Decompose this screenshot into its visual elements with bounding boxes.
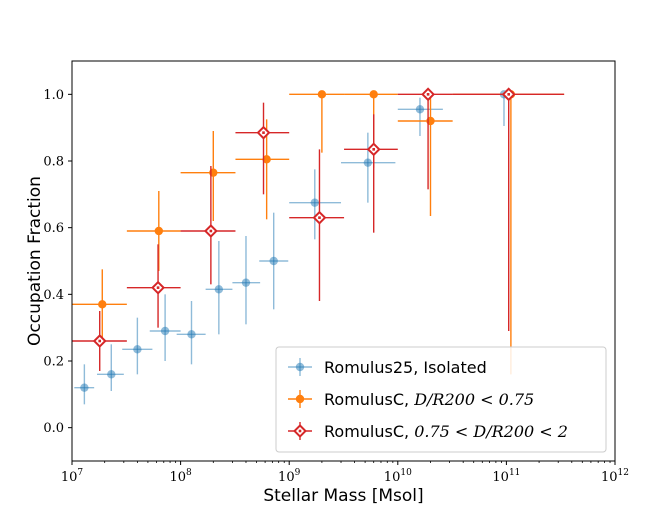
data-point: [149, 294, 181, 361]
legend-entry: Romulus25, Isolated: [288, 358, 487, 377]
data-point: [289, 169, 342, 240]
y-tick-label: 0.4: [43, 288, 64, 303]
legend-entry: RomulusC, 0.75 < D/R200 < 2: [288, 422, 568, 441]
legend-entry: RomulusC, D/R200 < 0.75: [288, 390, 534, 409]
x-tick-base: 10: [61, 470, 78, 485]
y-tick-label: 0.8: [43, 155, 64, 170]
data-point-marker: [154, 226, 164, 236]
data-point: [176, 301, 206, 365]
series-romulusc-0-75-d-r200-2: [72, 87, 565, 371]
data-point-marker: [310, 198, 319, 207]
y-tick-label: 0.2: [43, 355, 64, 370]
x-tick-exponent: 8: [186, 468, 192, 478]
plot-area: [72, 87, 565, 405]
data-point-marker: [80, 383, 89, 392]
data-point-center: [426, 93, 430, 96]
data-point: [259, 212, 289, 310]
legend: Romulus25, Isolated RomulusC, D/R200 < 0.…: [275, 346, 607, 453]
data-point: [452, 87, 565, 331]
x-tick-exponent: 11: [509, 468, 520, 478]
data-point: [72, 311, 127, 371]
x-tick-label: 1012: [601, 468, 629, 485]
plot-frame: [71, 60, 616, 462]
data-point-marker: [295, 394, 305, 404]
y-tick-label: 1.0: [43, 88, 64, 103]
x-tick-exponent: 12: [618, 468, 629, 478]
data-point: [344, 114, 398, 233]
x-tick-exponent: 9: [295, 468, 301, 478]
data-point-marker: [369, 90, 378, 99]
x-tick-label: 109: [278, 468, 301, 485]
data-point-center: [507, 93, 511, 96]
data-point: [205, 241, 233, 335]
data-point-center: [318, 216, 321, 219]
data-point: [126, 244, 181, 328]
y-tick-label: 0.0: [43, 421, 64, 436]
data-point: [72, 269, 127, 338]
data-point-marker: [214, 285, 224, 294]
data-point: [289, 90, 345, 153]
data-point: [126, 191, 181, 271]
series-romulus25-isolated: [74, 90, 509, 405]
legend-label: RomulusC, D/R200 < 0.75: [324, 390, 534, 409]
x-tick-base: 10: [601, 470, 618, 485]
data-point-center: [262, 131, 265, 134]
x-tick-base: 10: [278, 470, 295, 485]
x-tick-label: 108: [169, 468, 192, 485]
data-point: [97, 344, 124, 391]
data-point-marker: [317, 90, 327, 99]
legend-label-math: 0.75 < D/R200 < 2: [414, 422, 568, 441]
data-point-marker: [269, 256, 278, 266]
data-point-center: [98, 339, 102, 343]
legend-label-text: RomulusC,: [324, 422, 414, 441]
x-tick-exponent: 10: [400, 468, 412, 478]
y-axis-label: Occupation Fraction: [25, 176, 45, 346]
x-tick-base: 10: [169, 470, 186, 485]
legend-label-text: RomulusC,: [324, 390, 414, 409]
x-tick-label: 1010: [384, 468, 412, 485]
legend-label-math: D/R200 < 0.75: [413, 390, 534, 409]
data-point: [397, 97, 443, 136]
legend-box: [275, 346, 607, 453]
data-point-marker: [133, 345, 142, 354]
data-point-marker: [98, 300, 107, 309]
x-tick-base: 10: [492, 470, 509, 485]
data-point-marker: [415, 105, 425, 114]
data-point: [397, 87, 453, 190]
data-point-center: [372, 148, 376, 151]
data-point-marker: [295, 362, 305, 372]
data-point: [341, 132, 396, 203]
data-point: [235, 102, 290, 195]
data-point-center: [298, 429, 302, 433]
data-point-marker: [160, 326, 170, 336]
x-tick-label: 1011: [492, 468, 520, 485]
data-point-center: [156, 286, 160, 289]
data-point-marker: [107, 370, 116, 379]
legend-label-text: Romulus25, Isolated: [324, 358, 487, 377]
data-point-marker: [187, 330, 196, 339]
x-axis-label: Stellar Mass [Msol]: [263, 486, 423, 506]
x-tick-base: 10: [384, 470, 401, 485]
x-tick-label: 107: [61, 468, 84, 485]
y-tick-label: 0.6: [43, 221, 64, 236]
data-point: [122, 317, 153, 375]
data-point: [232, 236, 261, 325]
data-point-marker: [241, 278, 251, 287]
data-point: [289, 149, 345, 301]
x-tick-exponent: 7: [77, 468, 83, 478]
data-point: [180, 166, 236, 285]
data-point-marker: [363, 158, 373, 167]
legend-label: Romulus25, Isolated: [324, 358, 487, 377]
data-point-center: [209, 229, 213, 233]
legend-label: RomulusC, 0.75 < D/R200 < 2: [324, 422, 568, 441]
data-point-marker: [262, 155, 271, 164]
data-point: [74, 364, 95, 405]
